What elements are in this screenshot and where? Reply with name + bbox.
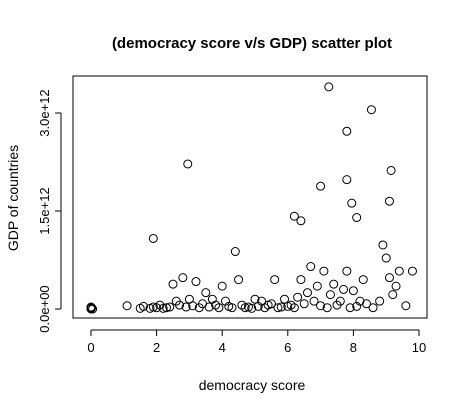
data-point [349,287,357,295]
data-point [408,267,416,275]
data-point [325,83,333,91]
data-point [343,127,351,135]
data-point [340,285,348,293]
data-point [300,300,308,308]
data-point [376,297,384,305]
data-point [149,234,157,242]
data-point [271,276,279,284]
data-point [169,280,177,288]
x-tick-label: 4 [219,340,226,355]
x-axis-label: democracy score [199,377,306,393]
data-point [307,263,315,271]
data-point [218,282,226,290]
data-point [387,166,395,174]
x-tick-label: 0 [87,340,94,355]
points-layer [87,83,416,313]
chart-title: (democracy score v/s GDP) scatter plot [112,35,392,52]
data-point [231,248,239,256]
data-point [343,176,351,184]
data-point [359,276,367,284]
data-point [369,304,377,312]
data-point [303,289,311,297]
data-point [320,267,328,275]
x-tick-label: 8 [350,340,357,355]
data-point [294,293,302,301]
data-point [317,182,325,190]
data-point [343,267,351,275]
data-point [385,197,393,205]
data-point [385,274,393,282]
data-point [192,278,200,286]
data-point [123,302,131,310]
y-axis: 0.0e+00 1.5e+12 3.0e+12 [37,89,61,332]
data-point [367,106,375,114]
data-point [353,214,361,222]
data-point [313,282,321,290]
data-point [402,302,410,310]
y-axis-label: GDP of countries [5,145,21,251]
y-tick-label: 3.0e+12 [37,89,52,136]
data-point [297,276,305,284]
data-point [330,280,338,288]
data-point [389,291,397,299]
data-point [395,267,403,275]
x-tick-label: 6 [284,340,291,355]
data-point [179,274,187,282]
data-point [382,254,390,262]
y-tick-label: 1.5e+12 [37,187,52,234]
data-point [326,291,334,299]
data-point [235,276,243,284]
x-axis: 0 2 4 6 8 10 [87,330,426,355]
data-point [297,217,305,225]
data-point [184,160,192,168]
data-point [202,289,210,297]
y-tick-label: 0.0e+00 [37,285,52,332]
data-point [379,241,387,249]
data-point [392,282,400,290]
x-tick-label: 2 [153,340,160,355]
x-tick-label: 10 [412,340,426,355]
data-point [348,199,356,207]
